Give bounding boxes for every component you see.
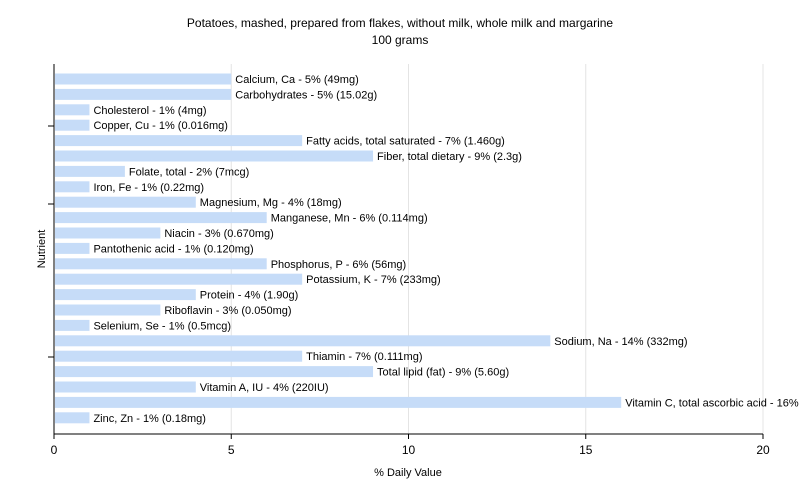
- bar-label: Iron, Fe - 1% (0.22mg): [93, 182, 204, 194]
- bar: [55, 366, 374, 378]
- bar: [55, 227, 161, 239]
- x-tick-label: 20: [756, 443, 770, 457]
- bar: [55, 119, 90, 131]
- bar: [55, 104, 90, 116]
- bar: [55, 73, 232, 85]
- bar-label-layer: Calcium, Ca - 5% (49mg) Carbohydrates - 5…: [93, 74, 800, 425]
- bar-label: Niacin - 3% (0.670mg): [164, 228, 273, 240]
- bar-label: Vitamin C, total ascorbic acid - 16% (9.…: [625, 397, 800, 409]
- bar: [55, 335, 551, 347]
- bar-label: Manganese, Mn - 6% (0.114mg): [271, 213, 428, 225]
- x-axis-label: % Daily Value: [374, 467, 442, 479]
- bar-label: Fiber, total dietary - 9% (2.3g): [377, 151, 522, 163]
- axis-layer: [48, 64, 764, 439]
- bar: [55, 412, 90, 424]
- bar-label: Sodium, Na - 14% (332mg): [554, 336, 687, 348]
- bar: [55, 304, 161, 316]
- bar-layer: [55, 73, 622, 424]
- bar-label: Total lipid (fat) - 9% (5.60g): [377, 367, 509, 379]
- x-tick-label: 10: [402, 443, 416, 457]
- bar: [55, 135, 303, 147]
- bar: [55, 88, 232, 100]
- bar: [55, 242, 90, 254]
- bar-label: Phosphorus, P - 6% (56mg): [271, 259, 407, 271]
- bar: [55, 150, 374, 162]
- bar-label: Selenium, Se - 1% (0.5mcg): [93, 320, 231, 332]
- bar: [55, 196, 196, 208]
- bar: [55, 381, 196, 393]
- x-tick-label: 15: [579, 443, 593, 457]
- bar: [55, 165, 125, 177]
- bar: [55, 212, 267, 224]
- bar: [55, 258, 267, 270]
- bar-label: Magnesium, Mg - 4% (18mg): [200, 197, 342, 209]
- bar-label: Carbohydrates - 5% (15.02g): [235, 89, 377, 101]
- bar-label: Zinc, Zn - 1% (0.18mg): [93, 413, 205, 425]
- y-axis-label: Nutrient: [36, 230, 48, 269]
- bar-label: Thiamin - 7% (0.111mg): [306, 351, 422, 363]
- bar: [55, 273, 303, 285]
- bar: [55, 396, 622, 408]
- bar-label: Fatty acids, total saturated - 7% (1.460…: [306, 136, 505, 148]
- bar: [55, 181, 90, 193]
- x-tick-label: 0: [51, 443, 58, 457]
- bar-label: Protein - 4% (1.90g): [200, 290, 298, 302]
- x-tick-label: 5: [228, 443, 235, 457]
- bar-label: Vitamin A, IU - 4% (220IU): [200, 382, 329, 394]
- bar-label: Cholesterol - 1% (4mg): [93, 105, 206, 117]
- chart-title: Potatoes, mashed, prepared from flakes, …: [187, 16, 614, 30]
- bar-label: Copper, Cu - 1% (0.016mg): [93, 120, 228, 132]
- bar-label: Folate, total - 2% (7mcg): [129, 166, 249, 178]
- tick-label-layer: 0 5 10 15 20: [51, 443, 770, 457]
- bar-label: Potassium, K - 7% (233mg): [306, 274, 441, 286]
- bar-label: Pantothenic acid - 1% (0.120mg): [93, 243, 253, 255]
- bar: [55, 319, 90, 331]
- chart-subtitle: 100 grams: [372, 33, 429, 47]
- bar-label: Calcium, Ca - 5% (49mg): [235, 74, 358, 86]
- bar: [55, 350, 303, 362]
- bar-label: Riboflavin - 3% (0.050mg): [164, 305, 291, 317]
- bar: [55, 289, 196, 301]
